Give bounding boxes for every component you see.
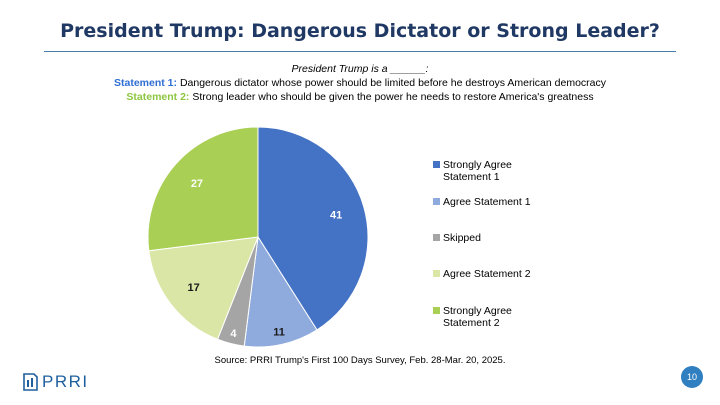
legend-swatch [433, 270, 440, 277]
prri-logo-text: PRRI [42, 372, 89, 391]
legend-label: Statement 2 [443, 317, 500, 329]
data-label: 41 [330, 209, 342, 221]
legend-label: Skipped [443, 232, 481, 244]
prri-logo: PRRI [22, 372, 89, 392]
pie-slice [243, 235, 318, 348]
pie-slice [147, 126, 259, 252]
slide-title: President Trump: Dangerous Dictator or S… [60, 20, 660, 42]
data-label: 11 [273, 326, 285, 338]
prri-logo-icon [23, 373, 38, 391]
source-note: Source: PRRI Trump's First 100 Days Surv… [214, 355, 506, 366]
statement-2: Statement 2: Strong leader who should be… [0, 91, 720, 103]
legend-label: Strongly Agree [443, 159, 512, 171]
legend-swatch [433, 161, 440, 168]
legend-label: Agree Statement 2 [443, 268, 531, 280]
legend-swatch [433, 234, 440, 241]
statement-1-text: Dangerous dictator whose power should be… [179, 77, 606, 89]
statement-2-text: Strong leader who should be given the po… [192, 91, 594, 103]
pie-slice [257, 126, 369, 331]
data-label: 27 [191, 178, 203, 190]
statement-1-label: Statement 1: [114, 77, 178, 89]
legend-label: Strongly Agree [443, 305, 512, 317]
statement-1: Statement 1: Dangerous dictator whose po… [0, 77, 720, 89]
title-divider [44, 51, 676, 52]
page-number-badge: 10 [681, 366, 703, 388]
legend-label: Statement 1 [443, 171, 500, 183]
statement-2-label: Statement 2: [126, 91, 190, 103]
data-label: 17 [188, 282, 200, 294]
legend-swatch [433, 307, 440, 314]
question-prompt: President Trump is a ______: [291, 63, 429, 75]
pie-slice [148, 236, 259, 340]
legend-swatch [433, 198, 440, 205]
legend-label: Agree Statement 1 [443, 196, 531, 208]
data-label: 4 [230, 328, 237, 340]
